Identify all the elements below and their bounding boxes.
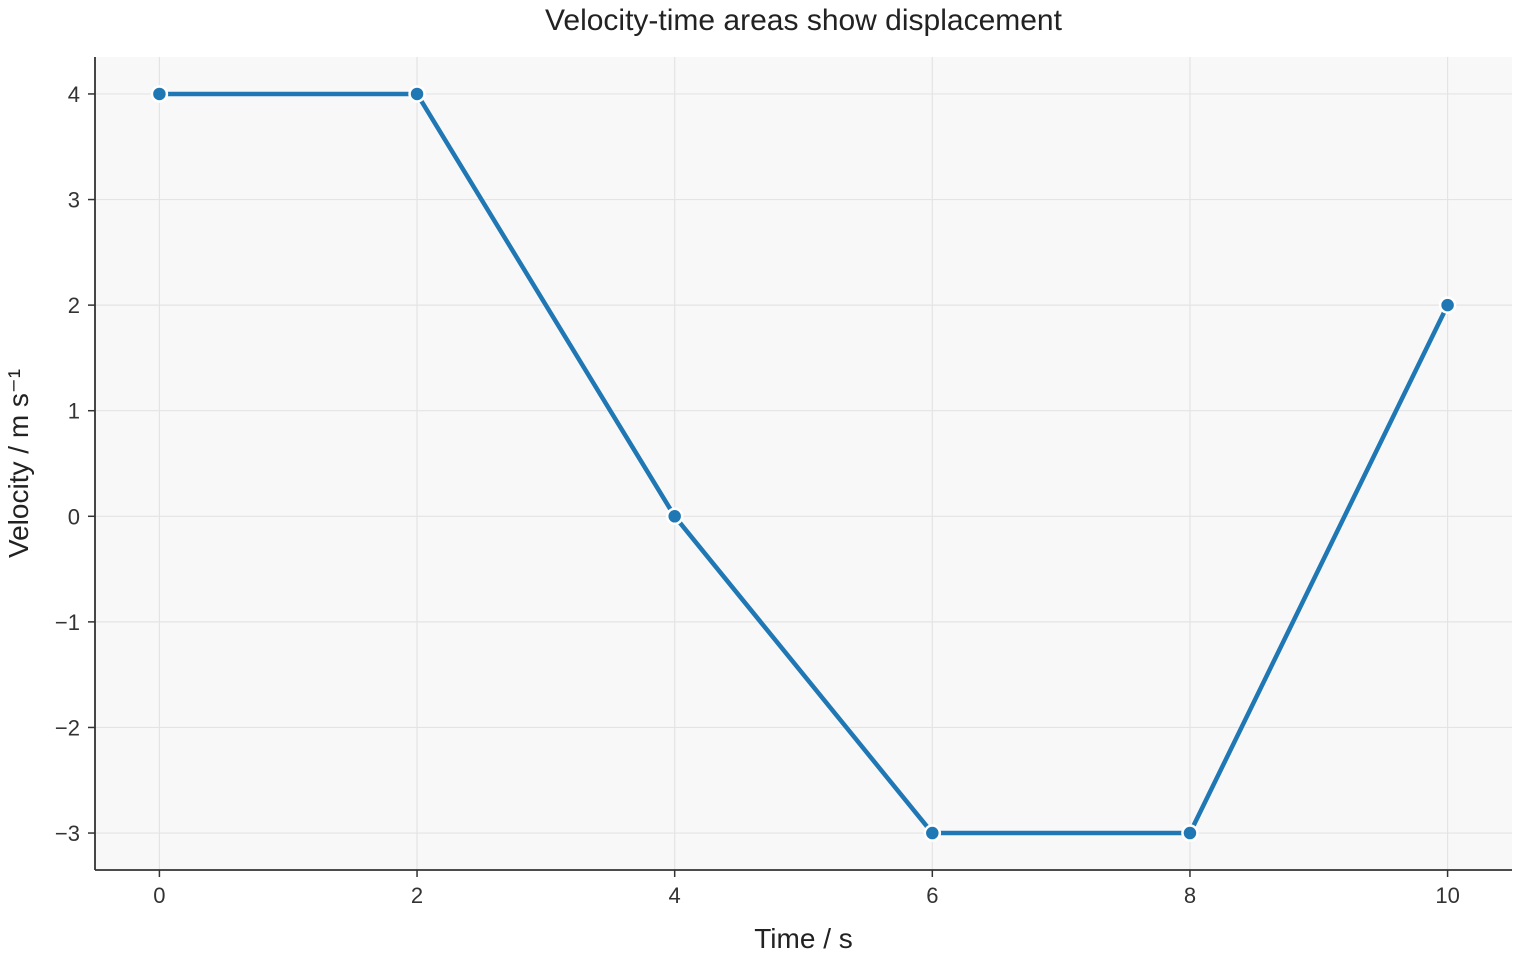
y-axis-label: Velocity / m s⁻¹ (3, 369, 34, 558)
data-point (665, 507, 684, 526)
y-tick-label: 0 (68, 504, 80, 529)
data-point (408, 85, 426, 103)
data-point (1181, 824, 1199, 842)
chart-title: Velocity-time areas show displacement (545, 4, 1063, 37)
plot-area (95, 57, 1512, 870)
data-point (1438, 296, 1457, 314)
x-tick-label: 6 (926, 883, 938, 908)
y-tick-label: 1 (68, 399, 80, 424)
data-point (923, 824, 942, 842)
series-line (157, 91, 1450, 836)
y-tick-label: 4 (68, 82, 80, 107)
y-tick-label: 3 (68, 188, 80, 213)
y-tick-label: 2 (68, 293, 80, 318)
y-tick-label: −1 (55, 610, 80, 635)
axes (94, 57, 1512, 871)
x-tick-label: 8 (1184, 883, 1196, 908)
series-group (150, 85, 1457, 842)
x-tick-label: 2 (411, 883, 423, 908)
x-tick-label: 10 (1435, 883, 1459, 908)
x-axis-label: Time / s (754, 923, 853, 954)
y-tick-label: −2 (55, 715, 80, 740)
grid (95, 57, 1512, 870)
data-point (150, 85, 169, 103)
x-tick-label: 4 (669, 883, 681, 908)
x-tick-label: 0 (153, 883, 165, 908)
y-tick-label: −3 (55, 821, 80, 846)
